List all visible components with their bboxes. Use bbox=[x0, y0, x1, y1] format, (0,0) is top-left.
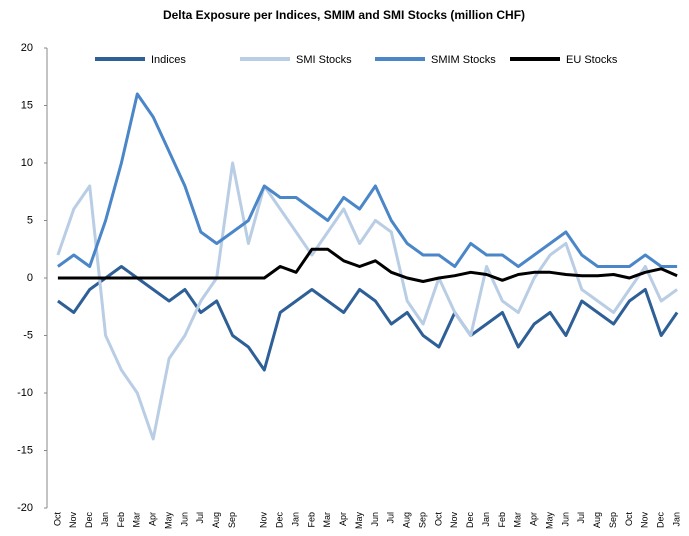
x-tick-label: Feb bbox=[497, 512, 507, 528]
x-tick-label: Aug bbox=[592, 512, 602, 528]
x-tick-label: Jun bbox=[560, 512, 570, 527]
x-tick-label: Sep bbox=[608, 512, 618, 528]
x-tick-label: Sep bbox=[227, 512, 237, 528]
x-tick-label: Nov bbox=[259, 512, 269, 529]
series-line bbox=[57, 247, 678, 283]
x-tick-label: Nov bbox=[449, 512, 459, 529]
y-tick-label: -20 bbox=[17, 502, 33, 514]
x-tick-label: Nov bbox=[640, 512, 650, 529]
x-tick-label: Oct bbox=[52, 512, 62, 527]
y-tick-label: -10 bbox=[17, 387, 33, 399]
x-tick-label: Apr bbox=[529, 512, 539, 526]
x-tick-label: Jan bbox=[481, 512, 491, 527]
x-tick-label: Jan bbox=[290, 512, 300, 527]
x-tick-label: Dec bbox=[275, 512, 285, 529]
y-tick-label: 5 bbox=[27, 214, 33, 226]
series-line bbox=[57, 92, 678, 268]
x-tick-label: Feb bbox=[306, 512, 316, 528]
x-tick-label: Dec bbox=[84, 512, 94, 529]
x-tick-label: May bbox=[354, 512, 364, 530]
y-tick-label: -15 bbox=[17, 444, 33, 456]
legend-label: Indices bbox=[151, 54, 186, 66]
x-tick-label: Mar bbox=[132, 512, 142, 528]
x-tick-label: Jan bbox=[671, 512, 681, 527]
x-tick-label: Jul bbox=[386, 512, 396, 524]
x-tick-label: Mar bbox=[322, 512, 332, 528]
x-tick-label: Mar bbox=[513, 512, 523, 528]
x-tick-label: May bbox=[163, 512, 173, 530]
x-tick-label: Jan bbox=[100, 512, 110, 527]
x-tick-label: Jun bbox=[370, 512, 380, 527]
x-tick-label: Aug bbox=[211, 512, 221, 528]
x-tick-label: Oct bbox=[624, 512, 634, 527]
chart-title: Delta Exposure per Indices, SMIM and SMI… bbox=[163, 8, 525, 22]
legend-label: EU Stocks bbox=[566, 54, 618, 66]
x-tick-label: Oct bbox=[433, 512, 443, 527]
y-tick-label: 0 bbox=[27, 272, 33, 284]
legend-label: SMI Stocks bbox=[296, 54, 352, 66]
y-tick-label: -5 bbox=[23, 329, 33, 341]
x-tick-label: Sep bbox=[417, 512, 427, 528]
series-line bbox=[57, 265, 679, 372]
x-tick-label: Jul bbox=[576, 512, 586, 524]
x-tick-label: Jun bbox=[179, 512, 189, 527]
x-tick-label: Dec bbox=[656, 512, 666, 529]
y-tick-label: 15 bbox=[21, 99, 33, 111]
series-line bbox=[56, 161, 678, 441]
x-tick-label: Dec bbox=[465, 512, 475, 529]
y-tick-label: 10 bbox=[21, 157, 33, 169]
x-tick-label: Nov bbox=[68, 512, 78, 529]
x-tick-label: Apr bbox=[148, 512, 158, 526]
legend-label: SMIM Stocks bbox=[431, 54, 496, 66]
x-tick-label: Apr bbox=[338, 512, 348, 526]
x-tick-label: May bbox=[544, 512, 554, 530]
y-tick-label: 20 bbox=[21, 42, 33, 54]
x-tick-label: Aug bbox=[402, 512, 412, 528]
x-tick-label: Feb bbox=[116, 512, 126, 528]
x-tick-label: Jul bbox=[195, 512, 205, 524]
